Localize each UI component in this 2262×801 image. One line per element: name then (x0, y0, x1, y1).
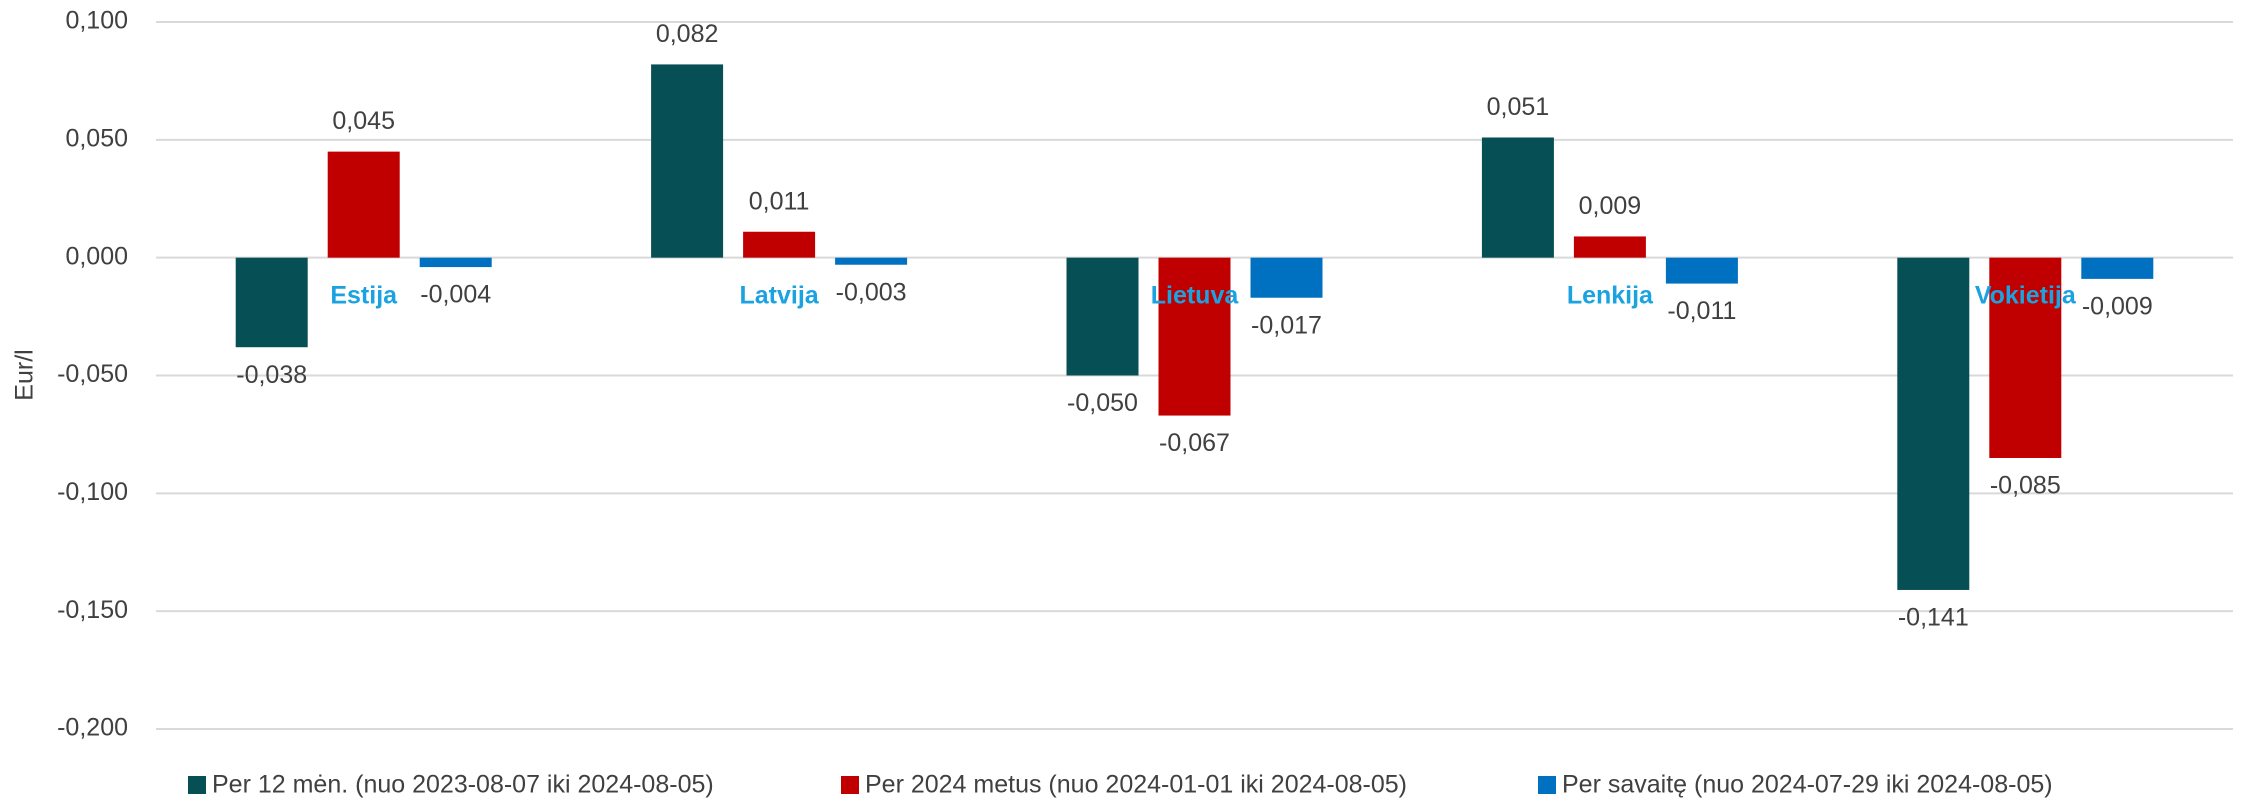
value-label: -0,004 (420, 281, 491, 309)
category-label: Latvija (739, 281, 819, 309)
value-label: 0,011 (749, 187, 810, 215)
y-tick-label: -0,050 (57, 360, 128, 388)
value-label: -0,085 (1990, 472, 2061, 500)
value-label: 0,051 (1487, 93, 1550, 121)
bar (743, 231, 816, 258)
category-label: Estija (330, 281, 398, 309)
legend-label: Per savaitę (nuo 2024-07-29 iki 2024-08-… (1562, 771, 2053, 799)
value-label: -0,067 (1159, 429, 1230, 457)
bar (651, 64, 724, 258)
bar (835, 257, 908, 265)
bar (1897, 257, 1970, 590)
legend-label: Per 12 mėn. (nuo 2023-08-07 iki 2024-08-… (212, 771, 714, 799)
category-label: Vokietija (1975, 281, 2077, 309)
value-label: -0,017 (1251, 311, 1322, 339)
value-label: 0,045 (332, 107, 395, 135)
value-label: -0,011 (1667, 297, 1736, 325)
value-label: -0,003 (836, 278, 907, 306)
y-tick-label: 0,100 (65, 7, 128, 35)
bar (1573, 236, 1646, 258)
category-label: Lietuva (1151, 281, 1240, 309)
bar (1989, 257, 2062, 458)
bar (1665, 257, 1738, 284)
bar (327, 151, 400, 258)
legend-swatch (841, 776, 859, 794)
bar (235, 257, 308, 348)
bar (2081, 257, 2154, 279)
bar (419, 257, 492, 268)
y-tick-label: 0,000 (65, 242, 128, 270)
y-tick-label: -0,200 (57, 714, 128, 742)
bar (1250, 257, 1323, 298)
category-label: Lenkija (1567, 281, 1654, 309)
bar (1481, 137, 1554, 258)
value-label: -0,141 (1898, 604, 1969, 632)
bar (1066, 257, 1139, 376)
value-label: -0,038 (236, 361, 307, 389)
value-label: 0,009 (1579, 192, 1642, 220)
value-label: -0,050 (1067, 389, 1138, 417)
y-axis-label: Eur/l (11, 349, 39, 400)
value-label: 0,082 (656, 20, 719, 48)
y-tick-label: 0,050 (65, 124, 128, 152)
legend-swatch (188, 776, 206, 794)
value-label: -0,009 (2082, 292, 2153, 320)
bar (1158, 257, 1231, 416)
legend-swatch (1538, 776, 1556, 794)
y-tick-label: -0,150 (57, 596, 128, 624)
y-tick-label: -0,100 (57, 478, 128, 506)
legend-label: Per 2024 metus (nuo 2024-01-01 iki 2024-… (865, 771, 1407, 799)
